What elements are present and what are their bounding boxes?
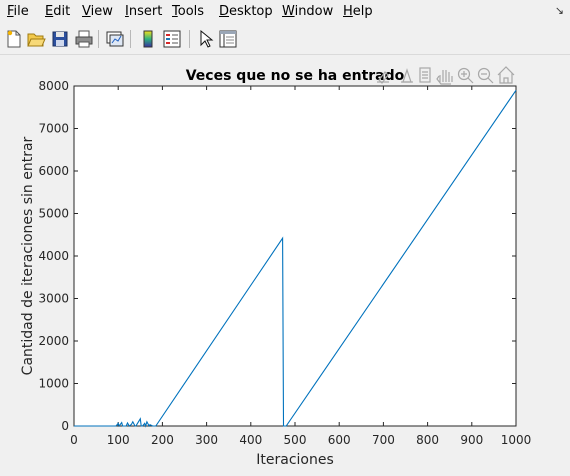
colorbar-icon[interactable] — [138, 29, 158, 49]
y-tick-label: 7000 — [38, 122, 69, 136]
menu-edit[interactable]: Edit — [45, 4, 71, 19]
zoom-in-icon[interactable] — [457, 67, 474, 84]
y-tick-label: 3000 — [38, 292, 69, 306]
data-cursor-icon[interactable] — [401, 68, 413, 83]
x-axis-label: Iteraciones — [256, 452, 334, 468]
menu-help[interactable]: Help — [343, 4, 373, 19]
y-tick-label: 1000 — [38, 377, 69, 391]
edit-plot-icon[interactable] — [196, 29, 216, 49]
toolbar-separator — [189, 30, 190, 48]
tick-marks — [73, 85, 517, 427]
menu-desktop[interactable]: Desktop — [219, 4, 273, 19]
figure-toolbar — [0, 24, 570, 55]
print-icon[interactable] — [74, 29, 94, 49]
series-line — [74, 89, 517, 428]
y-tick-label: 0 — [61, 419, 69, 433]
brush-icon[interactable] — [377, 71, 389, 84]
y-tick-label: 4000 — [38, 249, 69, 263]
x-tick-label: 0 — [70, 433, 78, 447]
y-tick-label: 8000 — [38, 79, 69, 93]
figure-canvas: 0 100 200 300 400 500 600 700 800 900 1000 0 1000 20… — [0, 55, 570, 472]
x-tick-label: 500 — [284, 433, 307, 447]
home-icon[interactable] — [497, 66, 515, 84]
save-icon[interactable] — [50, 29, 70, 49]
x-tick-label: 900 — [460, 433, 483, 447]
open-icon[interactable] — [26, 29, 46, 49]
x-tick-label: 600 — [328, 433, 351, 447]
menu-tools[interactable]: Tools — [172, 4, 205, 19]
new-figure-icon[interactable] — [4, 29, 24, 49]
x-tick-label: 800 — [416, 433, 439, 447]
y-tick-label: 6000 — [38, 164, 69, 178]
y-tick-label: 2000 — [38, 334, 69, 348]
line-chart[interactable]: 0 100 200 300 400 500 600 700 800 900 1000 0 1000 20… — [0, 55, 570, 472]
x-tick-label: 300 — [195, 433, 218, 447]
menu-view[interactable]: View — [82, 4, 113, 19]
x-tick-label: 400 — [239, 433, 262, 447]
menu-file[interactable]: File — [7, 4, 29, 19]
pan-icon[interactable] — [436, 70, 453, 85]
toolbar-separator — [130, 30, 131, 48]
property-editor-icon[interactable] — [218, 29, 238, 49]
x-tick-label: 1000 — [501, 433, 532, 447]
link-plot-icon[interactable] — [105, 29, 125, 49]
rotate-icon[interactable] — [419, 67, 431, 83]
menu-window[interactable]: Window — [282, 4, 334, 19]
y-tick-labels: 0 1000 2000 3000 4000 5000 6000 7000 8000 — [38, 79, 69, 433]
y-tick-label: 5000 — [38, 207, 69, 221]
menu-insert[interactable]: Insert — [125, 4, 163, 19]
axes-toolbar — [377, 66, 515, 85]
x-tick-label: 200 — [151, 433, 174, 447]
undock-arrow-icon[interactable]: ↘ — [554, 4, 564, 17]
legend-icon[interactable] — [162, 29, 182, 49]
x-tick-label: 100 — [107, 433, 130, 447]
x-tick-labels: 0 100 200 300 400 500 600 700 800 900 1000 — [70, 433, 531, 447]
plot-area[interactable] — [73, 85, 517, 427]
toolbar-separator — [98, 30, 99, 48]
menu-bar: File Edit View Insert Tools Desktop Wind… — [0, 0, 570, 24]
zoom-out-icon[interactable] — [477, 67, 494, 84]
x-tick-label: 700 — [372, 433, 395, 447]
y-axis-label: Cantidad de iteraciones sin entrar — [20, 136, 36, 375]
chart-title: Veces que no se ha entrado — [186, 68, 405, 84]
